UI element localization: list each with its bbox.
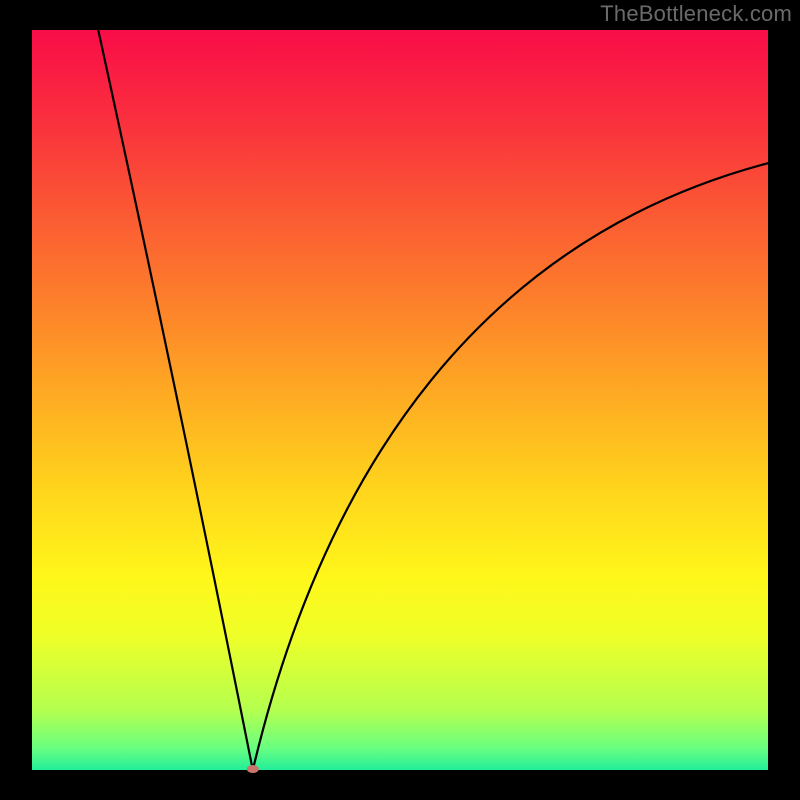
chart-svg — [0, 0, 800, 800]
chart-container: TheBottleneck.com — [0, 0, 800, 800]
vertex-marker — [247, 765, 259, 773]
watermark-label: TheBottleneck.com — [600, 1, 792, 27]
chart-plot-area — [32, 30, 768, 770]
